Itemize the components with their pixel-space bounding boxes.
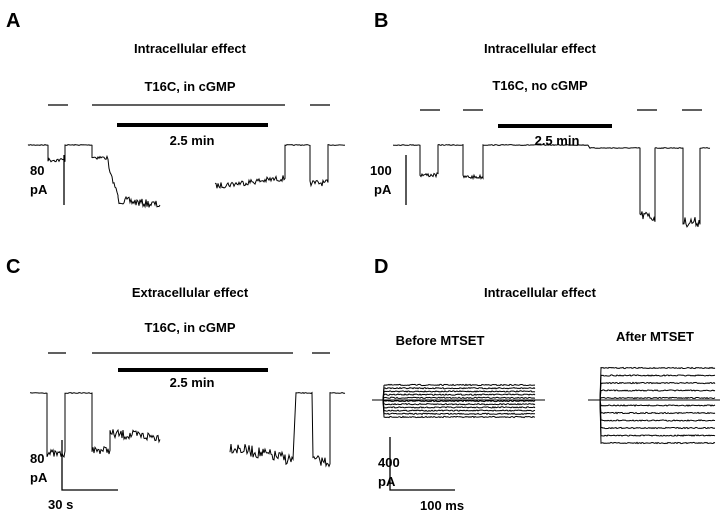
traces <box>27 143 720 468</box>
current-trace <box>214 144 346 189</box>
current-trace <box>599 374 716 401</box>
current-trace <box>29 392 161 458</box>
scale-time: 100 ms <box>420 498 464 513</box>
duration: 2.5 min <box>535 133 580 148</box>
panel-label: D <box>374 256 388 278</box>
panel-label: A <box>6 10 20 32</box>
panel-label: C <box>6 256 20 278</box>
scale-bar <box>389 437 455 491</box>
current-trace <box>382 383 536 401</box>
scale-value: 80 <box>30 163 44 178</box>
current-trace <box>599 399 716 407</box>
condition: T16C, in cGMP <box>144 320 235 335</box>
current-trace <box>599 389 716 401</box>
current-trace <box>599 381 716 401</box>
current-trace <box>599 399 716 430</box>
after-label: After MTSET <box>616 329 694 344</box>
current-trace <box>599 399 716 437</box>
panel-title: Intracellular effect <box>134 41 247 56</box>
duration: 2.5 min <box>170 375 215 390</box>
current-trace <box>382 386 536 401</box>
current-trace <box>382 399 536 406</box>
current-trace <box>382 399 536 416</box>
panel-label: B <box>374 10 388 32</box>
current-trace <box>382 399 536 412</box>
scale-time: 30 s <box>48 497 73 512</box>
current-trace <box>382 390 536 401</box>
current-trace <box>599 366 716 401</box>
before-label: Before MTSET <box>396 333 485 348</box>
current-trace <box>382 396 536 401</box>
current-trace <box>382 399 536 409</box>
current-trace <box>599 399 716 422</box>
scale-value: 400 <box>378 455 400 470</box>
current-trace <box>599 396 716 401</box>
scale-unit: pA <box>378 474 396 489</box>
scale-unit: pA <box>374 182 392 197</box>
condition: T16C, in cGMP <box>144 79 235 94</box>
current-trace <box>599 399 716 415</box>
current-trace <box>382 399 536 403</box>
application-bars <box>48 104 330 127</box>
current-trace <box>229 391 346 468</box>
current-trace <box>382 393 536 401</box>
application-bars <box>48 352 330 372</box>
condition: T16C, no cGMP <box>492 78 588 93</box>
current-trace <box>382 399 536 419</box>
scale-value: 80 <box>30 451 44 466</box>
scale-value: 100 <box>370 163 392 178</box>
current-trace <box>392 143 711 228</box>
scale-bar <box>61 440 118 491</box>
current-trace <box>27 144 161 209</box>
application-bars <box>420 109 702 128</box>
panel-title: Intracellular effect <box>484 285 597 300</box>
scale-unit: pA <box>30 182 48 197</box>
current-trace <box>599 399 716 445</box>
duration: 2.5 min <box>170 133 215 148</box>
panel-title: Intracellular effect <box>484 41 597 56</box>
panel-title: Extracellular effect <box>132 285 249 300</box>
scale-unit: pA <box>30 470 48 485</box>
